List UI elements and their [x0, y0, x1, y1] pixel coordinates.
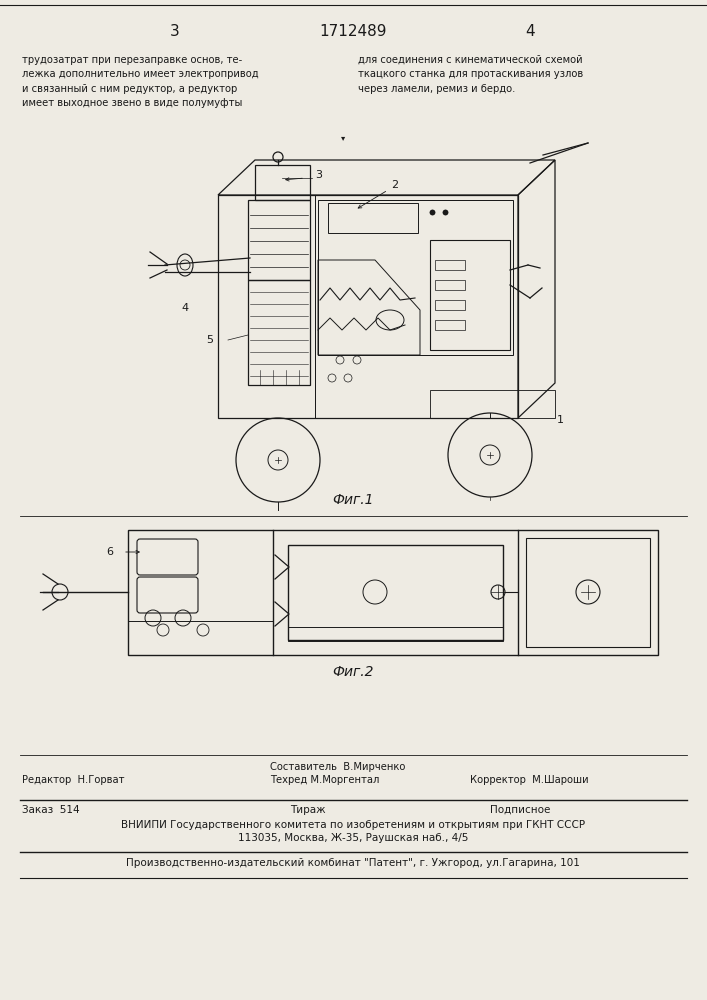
- Bar: [430, 390, 555, 418]
- Bar: [248, 280, 310, 385]
- Bar: [288, 627, 503, 641]
- Text: 2: 2: [392, 180, 399, 190]
- Text: Тираж: Тираж: [290, 805, 326, 815]
- Text: Техред М.Моргентал: Техред М.Моргентал: [270, 775, 380, 785]
- Text: 6: 6: [107, 547, 114, 557]
- Text: ▾: ▾: [341, 133, 345, 142]
- Text: ВНИИПИ Государственного комитета по изобретениям и открытиям при ГКНТ СССР: ВНИИПИ Государственного комитета по изоб…: [121, 820, 585, 830]
- Bar: [248, 200, 310, 280]
- Text: Производственно-издательский комбинат "Патент", г. Ужгород, ул.Гагарина, 101: Производственно-издательский комбинат "П…: [126, 858, 580, 868]
- Bar: [435, 300, 465, 310]
- Text: 3: 3: [170, 24, 180, 39]
- Bar: [328, 203, 418, 233]
- Text: 5: 5: [206, 335, 214, 345]
- Text: Редактор  Н.Горват: Редактор Н.Горват: [22, 775, 124, 785]
- Bar: [435, 260, 465, 270]
- Text: Фиг.2: Фиг.2: [332, 665, 374, 679]
- Text: 1712489: 1712489: [320, 24, 387, 39]
- Bar: [430, 240, 510, 350]
- Text: 1: 1: [556, 415, 563, 425]
- Bar: [435, 320, 465, 330]
- Text: Подписное: Подписное: [490, 805, 550, 815]
- Text: Корректор  М.Шароши: Корректор М.Шароши: [470, 775, 589, 785]
- Bar: [128, 530, 658, 655]
- Bar: [255, 165, 310, 200]
- Bar: [435, 280, 465, 290]
- Text: 113035, Москва, Ж-35, Раушская наб., 4/5: 113035, Москва, Ж-35, Раушская наб., 4/5: [238, 833, 468, 843]
- Text: 3: 3: [315, 170, 322, 180]
- Text: Заказ  514: Заказ 514: [22, 805, 80, 815]
- Text: 4: 4: [525, 24, 534, 39]
- Text: для соединения с кинематической схемой
ткацкого станка для протаскивания узлов
ч: для соединения с кинематической схемой т…: [358, 55, 583, 94]
- Bar: [318, 200, 513, 355]
- Bar: [526, 538, 650, 647]
- Text: трудозатрат при перезаправке основ, те-
лежка дополнительно имеет электропривод
: трудозатрат при перезаправке основ, те- …: [22, 55, 259, 108]
- Bar: [288, 545, 503, 640]
- Text: Составитель  В.Мирченко: Составитель В.Мирченко: [270, 762, 405, 772]
- Text: 4: 4: [182, 303, 189, 313]
- Text: Фиг.1: Фиг.1: [332, 493, 374, 507]
